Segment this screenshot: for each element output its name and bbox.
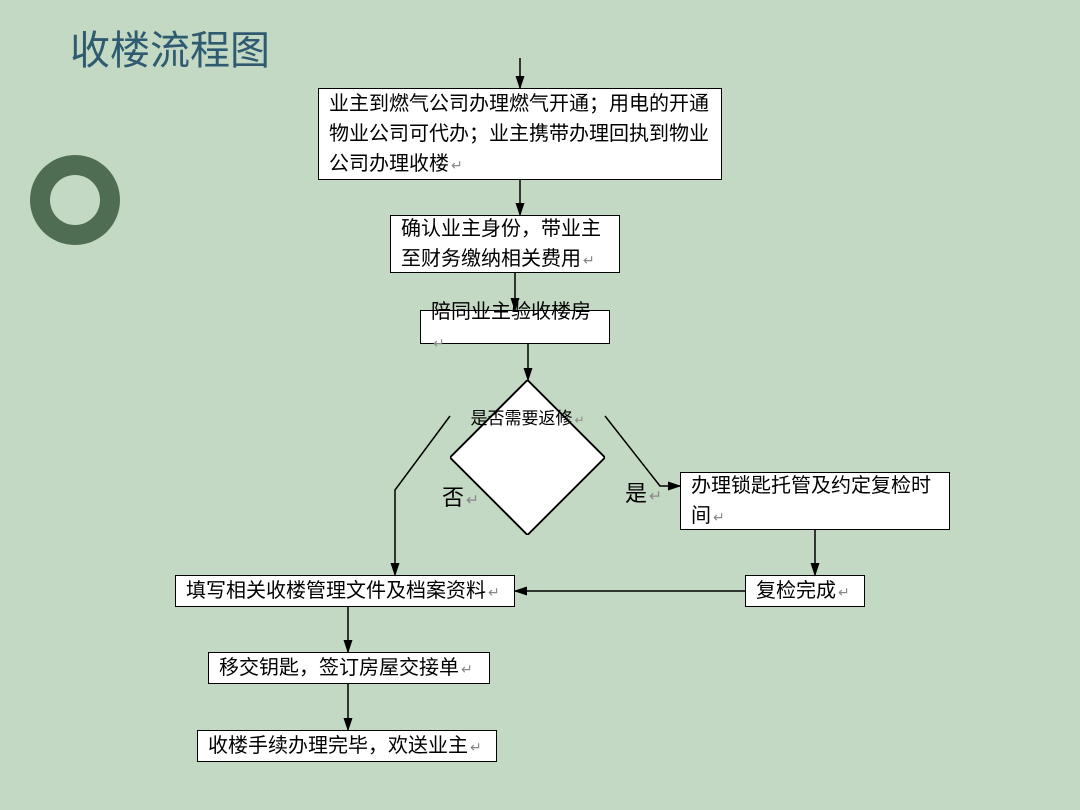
node-text: 业主到燃气公司办理燃气开通；用电的开通物业公司可代办；业主携带办理回执到物业公司… — [329, 89, 711, 179]
label-yes: 是 — [625, 476, 662, 508]
node-text: 确认业主身份，带业主至财务缴纳相关费用 — [401, 214, 609, 274]
node-gas-register: 业主到燃气公司办理燃气开通；用电的开通物业公司可代办；业主携带办理回执到物业公司… — [318, 88, 722, 180]
node-key-trust: 办理锁匙托管及约定复检时间 — [680, 472, 950, 530]
node-text: 是否需要返修 — [471, 404, 585, 429]
node-text: 复检完成 — [756, 576, 854, 606]
node-text: 收楼手续办理完毕，欢送业主 — [208, 731, 486, 761]
node-text: 移交钥匙，签订房屋交接单 — [219, 653, 479, 683]
node-text: 填写相关收楼管理文件及档案资料 — [186, 576, 504, 606]
node-text: 陪同业主验收楼房 — [431, 297, 599, 357]
node-confirm-id: 确认业主身份，带业主至财务缴纳相关费用 — [390, 215, 620, 273]
node-recheck-done: 复检完成 — [745, 575, 865, 607]
bullet-ornament — [30, 155, 120, 245]
node-handover-keys: 移交钥匙，签订房屋交接单 — [208, 652, 490, 684]
decision-need-repair: 是否需要返修 — [450, 380, 605, 452]
node-text: 办理锁匙托管及约定复检时间 — [691, 471, 939, 531]
slide-title: 收楼流程图 — [70, 18, 270, 76]
label-no: 否 — [442, 480, 479, 512]
slide: 收楼流程图 业主到燃气公司办理燃气开通；用电的开通物业公司可代办；业主携带办理回… — [0, 0, 1080, 810]
node-inspect: 陪同业主验收楼房 — [420, 310, 610, 344]
node-fill-doc: 填写相关收楼管理文件及档案资料 — [175, 575, 515, 607]
node-finish: 收楼手续办理完毕，欢送业主 — [197, 730, 497, 762]
